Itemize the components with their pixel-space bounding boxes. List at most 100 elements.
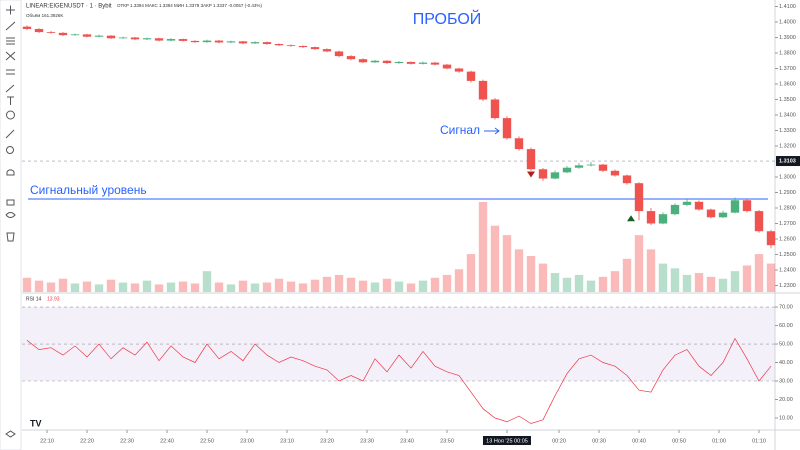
zoom-tool[interactable] [6,146,14,154]
candle-body [766,231,776,246]
volume-bar [334,274,344,292]
rsi-tick-label: 50.00 [779,341,793,347]
time-tick-label: 23:30 [360,438,374,444]
candle-body [106,35,116,39]
volume-bar [418,280,428,292]
crosshair-value: 1.3103 [779,158,796,164]
candle-body [658,214,668,224]
candle-body [598,164,608,171]
volume-bar [298,283,308,292]
candle-body [430,62,440,65]
candle-body [310,47,320,50]
brush-tool[interactable] [5,84,15,93]
candle-body [166,39,176,41]
candle-body [334,51,344,57]
candle-body [82,34,92,37]
volume-bar [586,280,596,292]
candle-body [58,32,68,36]
magnet-tool[interactable] [6,169,15,176]
candle-body [514,138,524,150]
candle-body [754,211,764,232]
time-tick-label: 00:50 [672,438,686,444]
volume-bar [142,280,152,292]
volume-bar [718,278,728,292]
volume-bar [202,271,212,292]
crosshair-tool[interactable] [6,5,15,15]
candle-body [130,37,140,40]
candle-body [178,39,188,41]
signal-marker [627,215,635,222]
volume-bar [58,278,68,292]
symbol: LINEAR:EIGENUSDT · 1 · Bybit [26,4,112,10]
candle-body [562,167,572,173]
candle-body [682,201,692,205]
volume-bar [490,225,500,292]
forecast-tool[interactable] [6,69,15,75]
volume-bar [598,276,608,292]
volume-bar [442,274,452,292]
volume-bar [310,279,320,292]
price-tick-label: 1.4000 [779,19,796,25]
visibility-tool[interactable] [5,212,16,218]
logo: TV [30,418,42,428]
price-tick-label: 1.3700 [779,66,796,72]
price-tick-label: 1.3000 [779,174,796,180]
price-tick-label: 1.3400 [779,112,796,118]
emoji-tool[interactable] [6,110,15,120]
candle-body [70,34,80,36]
volume-bar [130,283,140,292]
candle-body [550,172,560,179]
fib-tool[interactable] [6,37,15,45]
candle-body [418,62,428,64]
layers-tool[interactable] [5,430,16,438]
candle-body [190,40,200,43]
candle-body [358,59,368,63]
volume-bar [730,271,740,292]
time-tick-label: 01:00 [712,438,726,444]
candle-body [382,60,392,64]
text-tool[interactable] [7,96,14,105]
time-tick-label: 23:40 [400,438,414,444]
lock-tool[interactable] [6,199,15,206]
volume-bar [22,277,32,292]
volume-bar [610,271,620,292]
volume-bar [430,277,440,292]
price-tick-label: 1.3800 [779,50,796,56]
price-tick-label: 1.2600 [779,236,796,242]
candle-body [526,149,536,170]
volume-bar [742,265,752,292]
rsi-tick-label: 60.00 [779,323,793,329]
candle-body [694,201,704,210]
price-tick-label: 1.3900 [779,35,796,41]
price-tick-label: 1.2900 [779,190,796,196]
time-tick-label: 23:00 [240,438,254,444]
trash-tool[interactable] [6,232,15,242]
price-tick-label: 1.3300 [779,128,796,134]
candle-body [238,41,248,44]
time-tick-label: 23:20 [320,438,334,444]
signal-arrow [484,127,500,135]
time-tick-label: 01:10 [752,438,766,444]
volume-bar [406,283,416,292]
candle-body [490,99,500,119]
candle-body [742,200,752,212]
rsi-tick-label: 30.00 [779,378,793,384]
candle-body [730,200,740,213]
volume-bar [94,284,104,292]
volume-bar [238,280,248,292]
ruler-tool[interactable] [5,129,15,139]
volume-bar [766,263,776,292]
volume-bar [478,202,488,292]
plot: 1.4100 1.4000 1.3900 1.3800 1.3700 1.3600 1.35… [22,4,800,445]
volume-bar [394,281,404,292]
volume-bar [250,283,260,292]
pattern-tool[interactable] [5,51,16,61]
toolbar-bg [0,0,22,450]
candle-body [406,61,416,64]
line-tool[interactable] [5,21,16,31]
volume-bar [622,258,632,292]
price-tick-label: 1.2700 [779,221,796,227]
candle-body [442,64,452,69]
volume-bar [754,254,764,292]
rsi-tick-label: 70.00 [779,305,793,311]
